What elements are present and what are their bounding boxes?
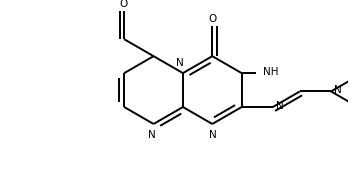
Text: N: N (148, 130, 156, 140)
Text: N: N (209, 130, 217, 140)
Text: NH: NH (263, 67, 279, 77)
Text: N: N (334, 85, 342, 95)
Text: O: O (208, 14, 217, 24)
Text: N: N (176, 58, 184, 68)
Text: O: O (119, 0, 127, 9)
Text: N: N (276, 101, 284, 111)
